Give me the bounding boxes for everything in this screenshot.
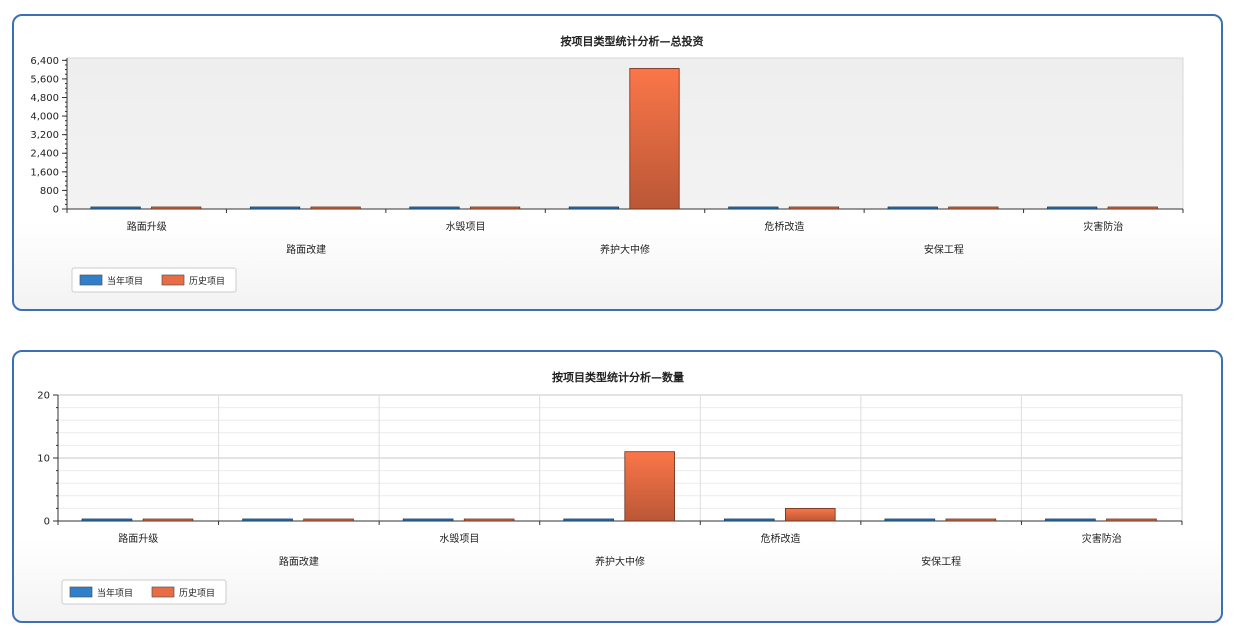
x-category-label: 灾害防治 [1083,220,1123,233]
bar-current [249,206,301,210]
bar-history [784,507,836,522]
y-tick-label: 0 [44,517,50,528]
legend-swatch-current [79,274,103,286]
legend: 当年项目 历史项目 [71,267,237,293]
y-tick-label: 800 [40,186,59,197]
x-category-label: 灾害防治 [1082,532,1122,545]
bar-current [90,206,141,210]
x-category-label: 危桥改造 [761,532,801,545]
bar-current [728,206,779,210]
y-tick-label: 1,600 [30,167,59,178]
bar-current [563,518,614,522]
x-category-label: 路面升级 [127,220,167,233]
y-tick-label: 20 [37,391,50,402]
legend-swatch-history [151,586,175,598]
bar-history [624,451,675,522]
bar-current [723,518,775,522]
x-category-label: 水毁项目 [446,221,486,233]
bar-history [151,206,202,210]
legend-box [61,579,227,605]
bar-history [788,206,840,210]
y-tick-label: 0 [53,205,59,216]
legend: 当年项目 历史项目 [61,579,227,605]
bar-history [1106,518,1157,522]
x-category-label: 路面改建 [286,243,326,256]
bar-current [402,518,454,522]
y-tick-label: 10 [37,454,50,465]
x-category-label: 养护大中修 [595,555,645,568]
plot-area [66,57,1184,210]
x-category-label: 安保工程 [924,243,964,256]
chart-title: 按项目类型统计分析—总投资 [561,34,704,48]
bar-current [1047,206,1098,210]
bar-history [945,518,997,522]
legend-box [71,267,237,293]
bar-current [568,206,620,210]
x-category-label: 水毁项目 [439,533,479,545]
x-category-label: 路面升级 [118,532,158,545]
x-category-label: 安保工程 [921,555,961,568]
legend-label: 当年项目 [97,587,133,599]
y-tick-label: 4,800 [30,93,59,104]
x-category-label: 路面改建 [279,555,319,568]
y-tick-label: 5,600 [30,74,59,85]
x-category-label: 危桥改造 [764,220,804,233]
bar-history [463,518,515,522]
bar-history [469,206,521,210]
bar-current [81,518,133,522]
bar-current [887,206,938,210]
bar-history [629,68,680,210]
legend-label: 历史项目 [189,275,225,287]
bar-current [409,206,460,210]
bar-current [884,518,936,522]
bar-history [1107,206,1158,210]
bar-history [310,206,361,210]
legend-label: 历史项目 [179,587,215,599]
bar-history [948,206,999,210]
y-tick-label: 4,000 [30,112,59,123]
bar-history [142,518,194,522]
legend-swatch-history [161,274,185,286]
chart-title: 按项目类型统计分析—数量 [552,370,684,384]
x-category-label: 养护大中修 [600,243,650,256]
bar-current [1045,518,1096,522]
y-tick-label: 3,200 [30,130,59,141]
legend-label: 当年项目 [107,275,143,287]
legend-swatch-current [69,586,93,598]
bar-history [303,518,354,522]
y-tick-label: 2,400 [30,149,59,160]
bar-current [242,518,293,522]
y-tick-label: 6,400 [30,56,59,67]
